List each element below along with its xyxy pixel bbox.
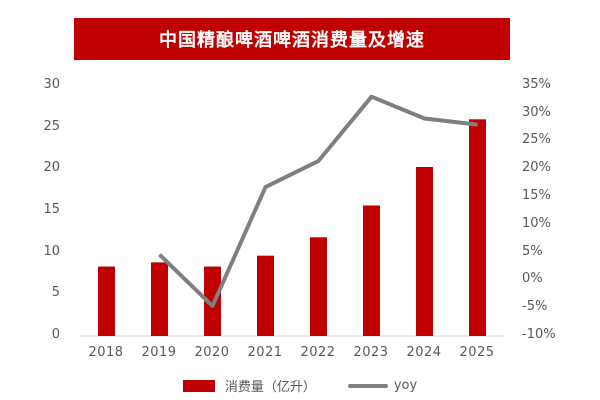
- right-tick: 30%: [522, 105, 551, 120]
- legend-bar-label: 消费量（亿升）: [224, 380, 316, 395]
- left-tick: 15: [43, 202, 60, 217]
- left-tick: 20: [43, 160, 60, 175]
- right-tick: 5%: [522, 244, 543, 259]
- right-tick: 0%: [522, 271, 543, 286]
- x-tick: 2024: [406, 345, 442, 360]
- left-tick: 5: [51, 285, 60, 300]
- right-tick: -5%: [522, 299, 548, 314]
- bar: [363, 205, 380, 336]
- yoy-line: [158, 94, 478, 308]
- left-tick: 30: [43, 77, 60, 92]
- left-tick: 0: [51, 327, 60, 342]
- bar-series: [98, 119, 486, 336]
- right-tick: 20%: [522, 160, 551, 175]
- x-tick: 2020: [194, 345, 230, 360]
- x-tick: 2025: [459, 345, 495, 360]
- bar: [469, 119, 486, 336]
- right-tick: 35%: [522, 77, 551, 92]
- right-tick: 10%: [522, 216, 551, 231]
- bar: [416, 166, 433, 336]
- right-tick: 15%: [522, 188, 551, 203]
- legend-line-swatch: [347, 383, 388, 388]
- chart-title: 中国精酿啤酒啤酒消费量及增速: [74, 18, 510, 60]
- right-tick: -10%: [522, 327, 556, 342]
- x-tick: 2019: [141, 345, 177, 360]
- bar: [98, 266, 115, 336]
- left-tick: 25: [43, 119, 60, 134]
- bar: [151, 262, 168, 336]
- legend: 消费量（亿升） yoy: [0, 376, 600, 395]
- bar: [257, 255, 274, 336]
- right-tick: 25%: [522, 132, 551, 147]
- x-tick: 2022: [300, 345, 336, 360]
- x-tick: 2023: [353, 345, 389, 360]
- legend-bar-swatch: [182, 379, 215, 392]
- x-tick: 2018: [88, 345, 124, 360]
- bar: [310, 237, 327, 336]
- x-tick: 2021: [247, 345, 283, 360]
- legend-line-label: yoy: [393, 378, 418, 393]
- left-tick: 10: [43, 244, 60, 259]
